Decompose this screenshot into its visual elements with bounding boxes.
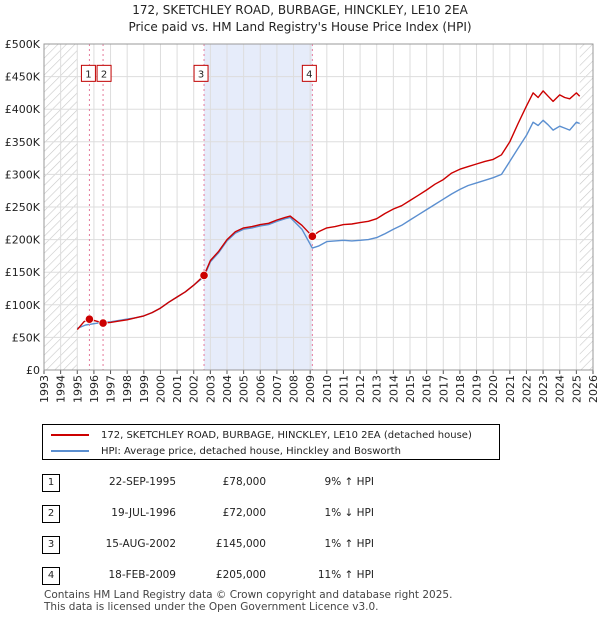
y-tick-label: £500K: [5, 38, 41, 51]
transaction-number-badge: 1: [42, 474, 60, 492]
table-row: 1 22-SEP-1995 £78,000 9% ↑ HPI: [42, 474, 442, 492]
chart-title: 172, SKETCHLEY ROAD, BURBAGE, HINCKLEY, …: [132, 3, 468, 17]
transaction-date: 19-JUL-1996: [111, 507, 176, 519]
transaction-date: 15-AUG-2002: [105, 538, 176, 550]
x-tick-label: 1996: [88, 375, 101, 403]
x-tick-label: 2024: [554, 375, 567, 403]
transaction-hpi-diff: 9% ↑ HPI: [324, 476, 374, 488]
x-tick-label: 2023: [537, 375, 550, 403]
table-row: 3 15-AUG-2002 £145,000 1% ↑ HPI: [42, 536, 442, 554]
y-tick-label: £200K: [5, 234, 41, 247]
x-tick-label: 2002: [188, 375, 201, 403]
y-tick-label: £50K: [12, 331, 41, 344]
price-paid-line: [76, 90, 581, 331]
x-tick-label: 2005: [238, 375, 251, 403]
transaction-point: [98, 318, 108, 328]
x-tick-label: 2021: [504, 375, 517, 403]
x-tick-label: 2009: [304, 375, 317, 403]
x-tick-label: 2026: [587, 375, 600, 403]
y-tick-label: £0: [26, 364, 40, 377]
x-tick-label: 1997: [105, 375, 118, 403]
x-tick-label: 1993: [38, 375, 51, 403]
legend-item-price-paid: 172, SKETCHLEY ROAD, BURBAGE, HINCKLEY, …: [51, 428, 472, 442]
transaction-number-badge: 4: [42, 567, 60, 585]
transaction-price: £78,000: [222, 476, 266, 488]
x-tick-label: 2015: [404, 375, 417, 403]
table-row: 2 19-JUL-1996 £72,000 1% ↓ HPI: [42, 505, 442, 523]
x-tick-label: 2011: [337, 375, 350, 403]
transaction-marker-label: 3: [198, 69, 204, 80]
x-tick-label: 2004: [221, 375, 234, 403]
x-tick-label: 1998: [121, 375, 134, 403]
y-tick-label: £100K: [5, 299, 41, 312]
x-tick-label: 2017: [437, 375, 450, 403]
transaction-hpi-diff: 11% ↑ HPI: [317, 569, 374, 581]
transaction-marker-label: 4: [306, 69, 312, 80]
x-tick-label: 2012: [354, 375, 367, 403]
table-row: 4 18-FEB-2009 £205,000 11% ↑ HPI: [42, 567, 442, 585]
transaction-marker-label: 1: [85, 69, 91, 80]
legend-swatch-price-paid: [51, 434, 89, 436]
transaction-number-badge: 3: [42, 536, 60, 554]
y-tick-label: £450K: [5, 71, 41, 84]
plot-border: [43, 43, 594, 371]
transaction-number-badge: 2: [42, 505, 60, 523]
x-tick-label: 2019: [471, 375, 484, 403]
transaction-marker-box: [301, 64, 317, 82]
transaction-price: £72,000: [222, 507, 266, 519]
x-tick-label: 2000: [154, 375, 167, 403]
x-tick-label: 1995: [71, 375, 84, 403]
transaction-hpi-diff: 1% ↑ HPI: [324, 538, 374, 550]
x-tick-label: 2022: [520, 375, 533, 403]
transaction-point: [84, 314, 95, 324]
x-tick-label: 2014: [387, 375, 400, 403]
y-tick-label: £400K: [5, 103, 41, 116]
transaction-marker-box: [80, 64, 96, 82]
legend: 172, SKETCHLEY ROAD, BURBAGE, HINCKLEY, …: [42, 424, 500, 460]
x-tick-label: 2018: [454, 375, 467, 403]
y-tick-label: £250K: [5, 201, 41, 214]
x-tick-label: 2008: [288, 375, 301, 403]
transaction-marker-box: [193, 64, 209, 82]
footer-copyright: Contains HM Land Registry data © Crown c…: [44, 589, 453, 601]
x-tick-label: 2003: [204, 375, 217, 403]
footer-licence: This data is licensed under the Open Gov…: [44, 601, 379, 613]
legend-label-price-paid: 172, SKETCHLEY ROAD, BURBAGE, HINCKLEY, …: [101, 429, 472, 441]
transaction-marker-box: [96, 64, 112, 82]
x-tick-label: 2001: [171, 375, 184, 403]
x-tick-label: 1999: [138, 375, 151, 403]
legend-item-hpi: HPI: Average price, detached house, Hinc…: [51, 444, 401, 458]
y-tick-label: £350K: [5, 136, 41, 149]
transaction-date: 18-FEB-2009: [108, 569, 176, 581]
x-tick-label: 2016: [421, 375, 434, 403]
x-tick-label: 2025: [570, 375, 583, 403]
transaction-price: £145,000: [215, 538, 266, 550]
transaction-point: [199, 270, 209, 281]
transaction-point: [307, 231, 317, 241]
legend-label-hpi: HPI: Average price, detached house, Hinc…: [101, 445, 401, 457]
legend-swatch-hpi: [51, 450, 89, 452]
y-tick-label: £300K: [5, 168, 41, 181]
y-tick-label: £150K: [5, 266, 41, 279]
chart-subtitle: Price paid vs. HM Land Registry's House …: [128, 20, 472, 34]
transaction-hpi-diff: 1% ↓ HPI: [324, 507, 374, 519]
x-tick-label: 2010: [321, 375, 334, 403]
x-tick-label: 2020: [487, 375, 500, 403]
transaction-date: 22-SEP-1995: [108, 476, 176, 488]
x-tick-label: 2006: [254, 375, 267, 403]
x-tick-label: 2013: [371, 375, 384, 403]
transaction-price: £205,000: [215, 569, 266, 581]
x-tick-label: 1994: [55, 375, 68, 403]
transaction-marker-label: 2: [101, 69, 107, 80]
x-tick-label: 2007: [271, 375, 284, 403]
